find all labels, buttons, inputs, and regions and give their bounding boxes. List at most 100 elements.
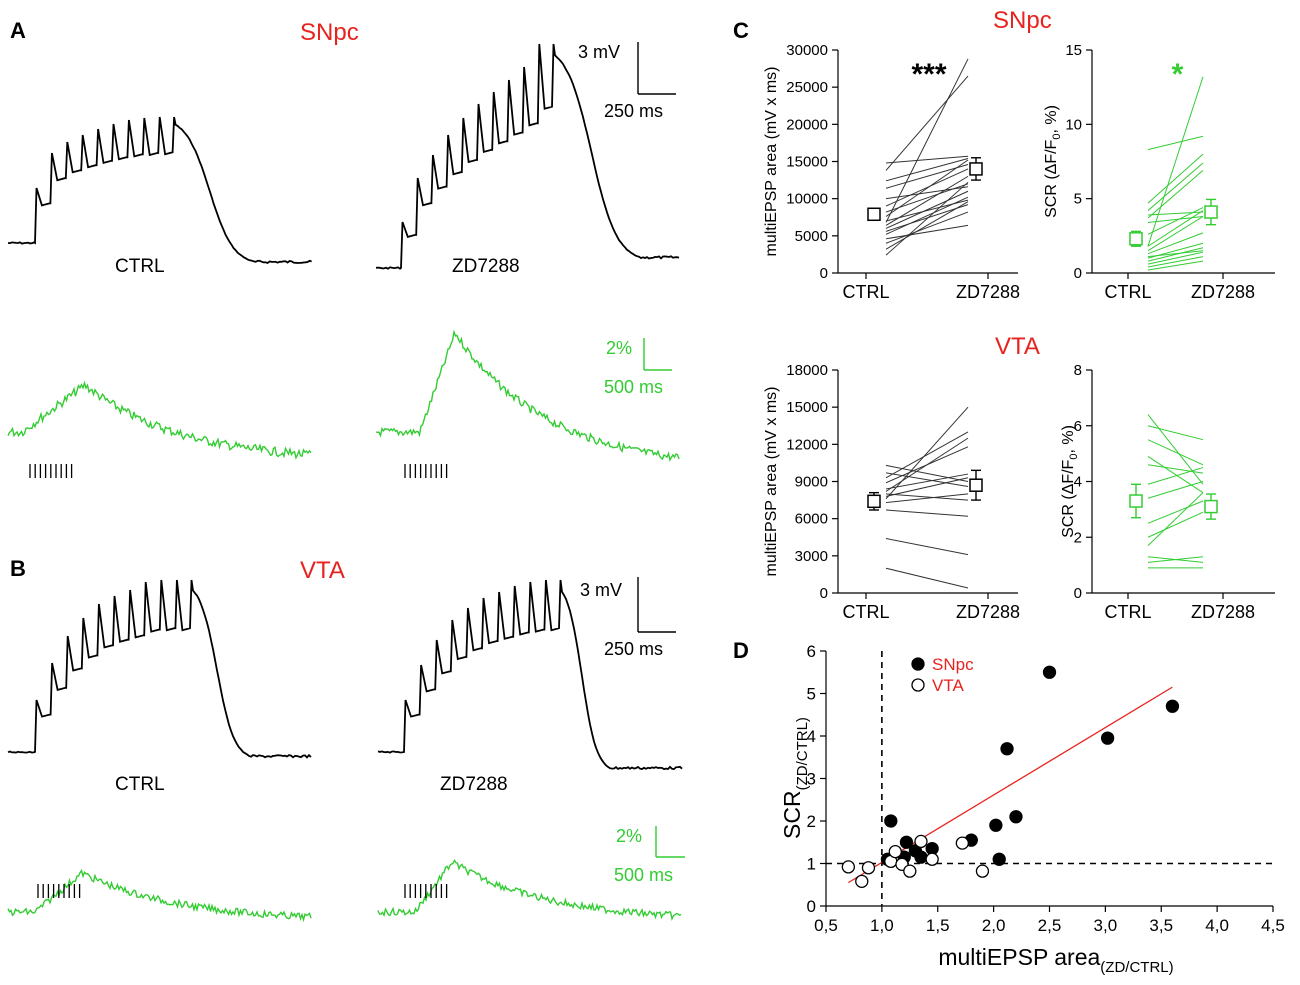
c-vta-scr-mean-marker [1129, 494, 1143, 508]
d-x-tick-label: 2,5 [1038, 916, 1062, 935]
c-snpc-area-mean-marker [969, 162, 983, 176]
c-snpc-scr-pair-line [1147, 260, 1204, 271]
d-point-snpc [1009, 810, 1023, 824]
c-snpc-scr-y-tick-label: 5 [1074, 191, 1082, 208]
c-vta-scr-pair-line [1147, 425, 1204, 441]
panel-a-scale-pct: 2% [606, 338, 632, 358]
c-snpc-area-y-tick-label: 10000 [786, 191, 828, 208]
c-snpc-scr-x-tick-label: ZD7288 [1191, 282, 1255, 302]
c-snpc-scr-y-tick-label: 0 [1074, 265, 1082, 282]
panel-c: C SNpc VTA 05000100001500020000250003000… [733, 7, 1275, 622]
c-vta-area-pair-line [885, 437, 969, 492]
d-legend-label-vta: VTA [932, 676, 964, 695]
c-vta-scr-y-label: SCR (ΔF/F0, %) [1060, 425, 1080, 538]
c-vta-area-y-tick-label: 15000 [786, 399, 828, 416]
d-x-tick-label: 4,0 [1205, 916, 1229, 935]
c-snpc-scr-y-tick-label: 15 [1065, 42, 1082, 59]
c-vta-area-mean-marker [867, 494, 881, 509]
d-point-vta [925, 852, 939, 866]
c-vta-area-x-tick-label: CTRL [842, 602, 889, 622]
c-vta-scr-pair-line [1147, 414, 1204, 485]
d-point-snpc [1100, 731, 1115, 745]
panel-b-fluor-scalebar: 2% 500 ms [614, 826, 685, 885]
c-vta-area: 0 3000 6000 9000 12000 15000 18000 CTRL ZD7288 mu… [763, 362, 1020, 622]
c-snpc-area-pair-line [885, 168, 969, 207]
d-x-tick-label: 3,0 [1094, 916, 1118, 935]
panel-a-ctrl-label: CTRL [115, 256, 165, 277]
c-vta-scr-pair-line [1147, 492, 1204, 546]
c-vta-area-pair-line [885, 477, 969, 497]
c-vta-scr-x-tick-label: ZD7288 [1191, 602, 1255, 622]
c-snpc-scr-mean-marker [1204, 205, 1218, 219]
c-vta-scr-pair-line [1147, 556, 1204, 563]
d-y-tick-label: 5 [807, 685, 816, 704]
c-snpc-area-pair-line [885, 211, 969, 244]
d-point-vta [861, 861, 876, 875]
c-snpc-scr-pair-line [1147, 232, 1204, 255]
panel-b-voltage-scalebar: 3 mV 250 ms [580, 577, 676, 659]
c-snpc-scr-pair-line [1147, 153, 1204, 204]
c-snpc-area-pair-line [885, 181, 969, 256]
d-x-tick-label: 4,5 [1261, 916, 1285, 935]
d-x-label: multiEPSP area(ZD/CTRL) [938, 944, 1173, 976]
c-snpc-area-pair-line [885, 204, 969, 232]
panel-a-fluor-scalebar: 2% 500 ms [604, 338, 672, 397]
c-snpc-scr-pair-line [1147, 210, 1204, 247]
c-vta-scr-pair-line [1147, 439, 1204, 466]
d-legend-marker-snpc [911, 657, 925, 671]
panel-d: D 0,5 1,0 1,5 2,0 2,5 3,0 3,5 4,0 4,5 0 1 2 3 4 5 6 SNpc… [733, 638, 1285, 976]
c-snpc-scr-pair-line [1147, 135, 1204, 151]
d-point-snpc [899, 835, 914, 849]
c-vta-scr: 0 2 4 6 8 CTRL ZD7288 SCR (ΔF/F0, %) [1060, 362, 1275, 622]
c-vta-scr-x-tick-label: CTRL [1104, 602, 1151, 622]
panel-c-region-bottom: VTA [995, 333, 1040, 360]
c-snpc-scr-x-tick-label: CTRL [1104, 282, 1151, 302]
c-vta-area-pair-line [885, 472, 969, 487]
panel-a-zd-voltage-trace [375, 43, 680, 270]
c-snpc-area-pair-line [885, 190, 969, 229]
d-y-tick-label: 1 [807, 855, 816, 874]
c-snpc-area-pair-line [885, 199, 969, 222]
d-y-tick-label: 0 [807, 897, 816, 916]
c-snpc-area-y-tick-label: 30000 [786, 42, 828, 59]
d-y-tick-label: 2 [807, 812, 816, 831]
c-vta-area-mean-marker [969, 478, 983, 492]
c-snpc-area-pair-line [885, 155, 969, 164]
c-snpc-scr-pair-line [1147, 251, 1204, 265]
c-snpc-scr-mean-marker [1129, 232, 1143, 246]
c-vta-area-y-tick-label: 12000 [786, 436, 828, 453]
d-point-snpc [989, 818, 1003, 832]
d-point-snpc [884, 814, 898, 828]
d-point-vta [855, 874, 869, 888]
panel-b: B VTA CTRL ZD7288 3 mV 250 ms 2% 500 ms [7, 556, 685, 923]
panel-b-traces [7, 579, 683, 923]
c-snpc-area-y-tick-label: 0 [820, 265, 828, 282]
c-vta-area-y-tick-label: 0 [820, 585, 828, 602]
d-point-vta [955, 836, 969, 850]
c-snpc-area-y-label: multiEPSP area (mV x ms) [763, 67, 780, 257]
c-vta-scr-pair-line [1147, 467, 1204, 485]
d-y-tick-label: 3 [807, 770, 816, 789]
d-point-snpc [992, 852, 1006, 866]
c-snpc-area-x-tick-label: ZD7288 [956, 282, 1020, 302]
panel-a-region: SNpc [300, 19, 359, 46]
c-snpc-area-pair-line [885, 58, 969, 223]
d-x-tick-label: 3,5 [1149, 916, 1173, 935]
d-y-tick-label: 6 [807, 642, 816, 661]
c-vta-area-pair-line [885, 537, 969, 556]
d-point-snpc [1000, 742, 1014, 756]
c-vta-scr-pair-line [1147, 455, 1204, 494]
panel-c-letter: C [733, 18, 749, 43]
panel-b-letter: B [10, 556, 26, 581]
panel-c-region-top: SNpc [993, 7, 1052, 34]
d-legend-label-snpc: SNpc [932, 655, 974, 674]
c-snpc-area-pair-line [885, 75, 969, 171]
d-point-snpc [1165, 699, 1180, 713]
panel-a-scale-ms-v: 250 ms [604, 101, 663, 121]
c-vta-area-y-tick-label: 6000 [795, 511, 828, 528]
c-snpc-area: 0 5000 10000 15000 20000 25000 30000 CTRL ZD7288… [763, 42, 1020, 302]
c-vta-scr-y-tick-label: 4 [1074, 474, 1082, 491]
panel-a-zd-fluor-trace [375, 329, 680, 462]
c-vta-area-x-tick-label: ZD7288 [956, 602, 1020, 622]
